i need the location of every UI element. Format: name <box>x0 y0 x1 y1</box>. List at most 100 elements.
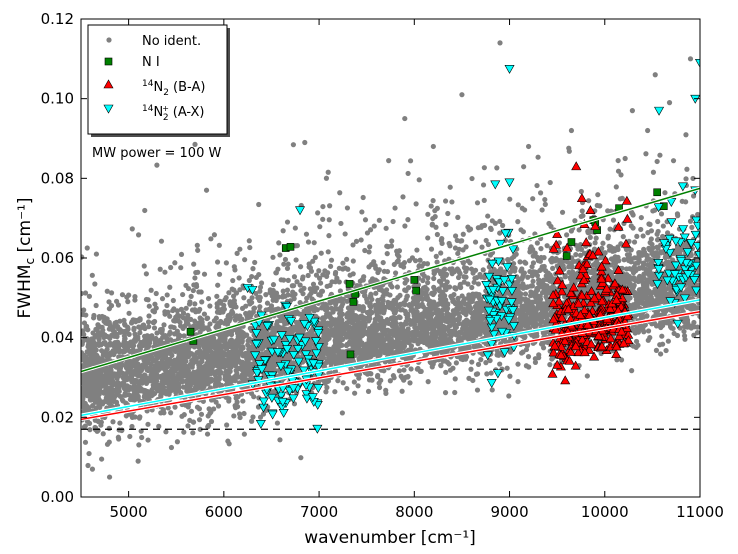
point-noident <box>605 233 611 239</box>
point-noident <box>137 316 143 322</box>
point-noident <box>624 271 630 278</box>
point-noident <box>419 263 425 269</box>
point-noident <box>251 305 258 311</box>
point-noident <box>241 295 247 301</box>
point-noident <box>211 318 217 324</box>
point-noident <box>378 377 384 383</box>
point-noident <box>452 376 458 382</box>
point-noident <box>204 315 210 322</box>
point-noident <box>457 283 463 289</box>
point-noident <box>160 334 166 340</box>
point-noident <box>224 422 230 428</box>
point-noident <box>200 341 206 347</box>
point-noident <box>468 266 475 272</box>
point-noident <box>99 456 105 462</box>
point-noident <box>478 357 484 363</box>
point-noident <box>294 309 300 316</box>
point-noident <box>519 276 525 282</box>
point-noident <box>431 275 437 282</box>
point-noident <box>660 223 666 229</box>
point-noident <box>107 335 113 342</box>
point-noident <box>434 259 440 265</box>
point-noident <box>324 283 330 289</box>
point-noident <box>476 295 482 301</box>
point-noident <box>167 329 173 335</box>
point-noident <box>376 384 383 391</box>
point-noident <box>215 282 221 288</box>
point-noident <box>233 367 239 374</box>
point-noident <box>560 258 566 264</box>
point-noident <box>425 280 431 286</box>
point-noident <box>507 373 513 379</box>
point-noident <box>401 367 407 373</box>
point-noident <box>333 269 339 276</box>
point-noident <box>474 387 481 393</box>
point-noident <box>614 357 620 363</box>
point-noident <box>249 299 255 306</box>
point-noident <box>484 371 490 377</box>
point-noident <box>185 423 191 429</box>
point-noident <box>633 344 639 351</box>
point-noident <box>153 290 159 297</box>
point-noident <box>310 281 317 287</box>
point-noident <box>483 237 489 244</box>
point-noident <box>230 293 237 299</box>
point-noident <box>227 299 233 305</box>
point-noident <box>228 303 234 309</box>
point-noident <box>634 233 640 239</box>
point-noident <box>250 414 256 420</box>
point-noident <box>172 404 178 410</box>
point-noident <box>658 351 664 357</box>
point-noident <box>96 336 102 343</box>
point-noident <box>117 318 123 324</box>
point-noident <box>647 335 653 341</box>
point-noident <box>244 312 250 319</box>
point-noident <box>548 274 554 280</box>
point-noident <box>132 331 138 337</box>
point-noident <box>459 238 465 244</box>
point-noident <box>96 342 102 348</box>
point-noident <box>438 362 444 368</box>
point-noident <box>350 271 356 277</box>
point-noident <box>199 299 205 305</box>
point-noident <box>297 282 303 288</box>
point-noident <box>221 320 228 326</box>
point-noident <box>327 300 333 306</box>
point-noident <box>245 338 251 344</box>
point-noident <box>663 347 669 354</box>
point-noident <box>366 377 373 383</box>
point-noident <box>122 322 128 328</box>
point-noident <box>469 284 475 291</box>
point-noident <box>352 390 358 396</box>
point-noident <box>598 350 604 357</box>
point-noident <box>143 271 149 277</box>
point-noident <box>641 246 647 252</box>
point-noident <box>110 419 116 425</box>
point-noident <box>638 214 644 221</box>
point-noident <box>654 244 660 250</box>
point-noident <box>659 233 666 240</box>
point-noident <box>640 233 646 239</box>
point-noident <box>355 383 361 389</box>
point-noident <box>547 362 553 368</box>
point-noident <box>146 313 152 319</box>
point-noident <box>564 259 570 265</box>
point-noident <box>214 293 220 299</box>
point-noident <box>456 320 462 327</box>
point-noident <box>687 218 694 224</box>
point-noident <box>177 313 183 319</box>
point-noident <box>451 291 457 298</box>
point-noident <box>618 357 625 363</box>
point-noident <box>308 268 315 274</box>
point-noident <box>539 278 545 285</box>
point-noident <box>159 296 166 302</box>
point-noident <box>655 228 661 235</box>
point-noident <box>502 269 508 275</box>
point-noident <box>674 332 681 339</box>
point-noident <box>341 326 347 332</box>
point-noident <box>528 289 534 295</box>
point-noident <box>365 388 372 394</box>
point-noident <box>655 218 661 225</box>
point-noident <box>477 271 483 278</box>
point-noident <box>318 288 325 294</box>
